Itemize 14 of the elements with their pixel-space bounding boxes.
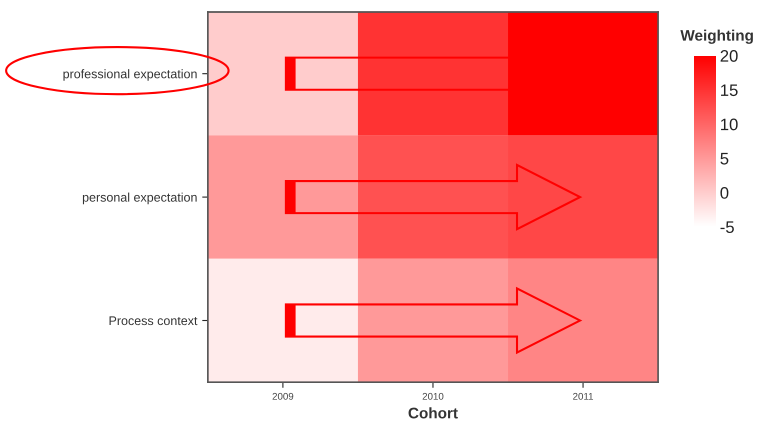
y-tick-label: Process context xyxy=(110,316,198,326)
legend-title: Weighting xyxy=(680,30,753,44)
x-tick-label: 2011 xyxy=(573,392,594,400)
x-axis-title: Cohort xyxy=(408,407,458,418)
y-tick-label: personal expectation xyxy=(82,192,197,204)
y-tick-label: professional expectation xyxy=(63,69,197,81)
x-tick-label: 2009 xyxy=(272,392,294,400)
color-bar-label: 5 xyxy=(720,152,728,165)
x-tick-label: 2010 xyxy=(422,392,444,400)
color-bar-label: 20 xyxy=(720,50,738,62)
color-bar-label: 10 xyxy=(721,118,738,130)
color-bar-label: -5 xyxy=(720,221,734,234)
color-bar-label: 0 xyxy=(720,187,728,199)
color-bar-label: 15 xyxy=(721,84,738,96)
